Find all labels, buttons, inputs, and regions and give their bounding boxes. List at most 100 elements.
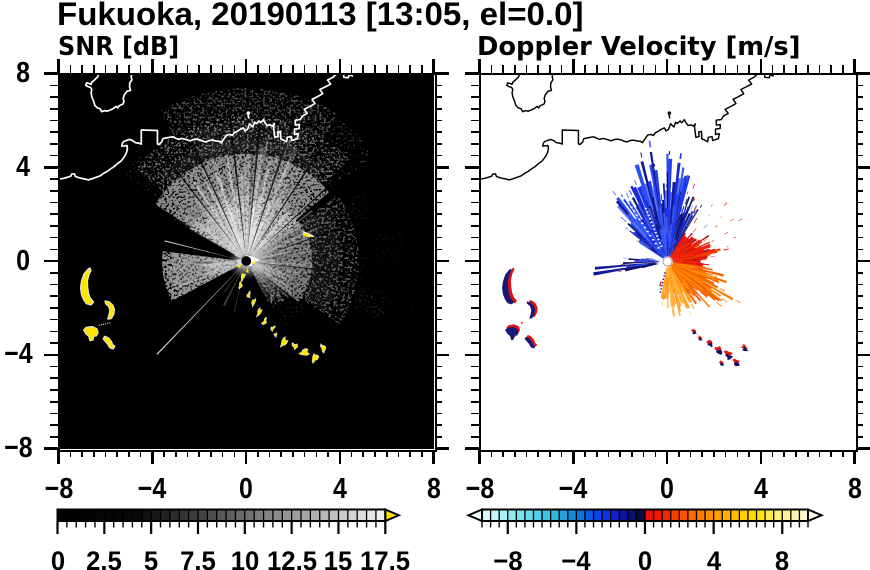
y-minor-tick <box>434 295 443 298</box>
y-minor-tick <box>471 131 479 133</box>
y-minor-tick <box>471 412 479 415</box>
y-minor-tick <box>855 342 864 344</box>
x-minor-tick <box>385 65 388 73</box>
x-minor-tick <box>748 65 750 73</box>
y-minor-tick <box>50 424 58 426</box>
x-minor-tick <box>654 65 657 73</box>
x-minor-tick <box>724 65 727 73</box>
x-minor-tick <box>595 65 598 73</box>
y-minor-tick <box>434 143 443 145</box>
x-major-tick <box>151 449 154 464</box>
x-minor-tick <box>502 449 504 458</box>
x-minor-tick <box>724 449 727 458</box>
x-minor-tick <box>513 65 516 73</box>
y-major-tick <box>43 166 58 169</box>
y-minor-tick <box>855 201 864 204</box>
x-major-tick <box>572 58 575 73</box>
y-minor-tick <box>855 330 864 333</box>
x-minor-tick <box>397 449 400 458</box>
y-minor-tick <box>434 178 443 180</box>
y-minor-tick <box>50 389 58 391</box>
y-minor-tick <box>471 424 479 426</box>
y-minor-tick <box>471 389 479 391</box>
y-major-tick <box>434 166 449 169</box>
y-minor-tick <box>471 213 479 216</box>
x-tick-label: 8 <box>847 473 862 505</box>
x-minor-tick <box>806 65 809 73</box>
y-minor-tick <box>50 365 58 368</box>
x-minor-tick <box>713 449 715 458</box>
x-minor-tick <box>280 65 283 73</box>
x-minor-tick <box>210 65 212 73</box>
colorbar-tick-label: −8 <box>493 545 523 570</box>
y-minor-tick <box>471 330 479 333</box>
x-major-tick <box>432 449 435 464</box>
y-minor-tick <box>434 307 443 309</box>
y-minor-tick <box>434 389 443 391</box>
y-minor-tick <box>50 96 58 98</box>
y-minor-tick <box>855 436 864 438</box>
y-minor-tick <box>50 330 58 333</box>
y-minor-tick <box>50 131 58 133</box>
y-minor-tick <box>471 189 479 192</box>
x-minor-tick <box>315 449 318 458</box>
x-minor-tick <box>619 449 622 458</box>
velocity-panel-title: Doppler Velocity [m/s] <box>477 31 801 62</box>
x-minor-tick <box>163 449 165 458</box>
x-minor-tick <box>421 65 423 73</box>
x-minor-tick <box>257 449 259 458</box>
y-minor-tick <box>855 272 864 274</box>
x-minor-tick <box>257 65 259 73</box>
x-minor-tick <box>292 65 294 73</box>
y-minor-tick <box>50 213 58 216</box>
colorbar-tick-label: 15 <box>324 545 353 570</box>
y-minor-tick <box>855 377 864 380</box>
x-minor-tick <box>513 449 516 458</box>
x-minor-tick <box>584 65 586 73</box>
x-minor-tick <box>116 65 118 73</box>
y-minor-tick <box>855 96 864 98</box>
y-minor-tick <box>50 412 58 415</box>
x-minor-tick <box>174 449 177 458</box>
y-minor-tick <box>855 400 864 403</box>
x-minor-tick <box>525 449 528 458</box>
y-minor-tick <box>855 236 864 239</box>
x-minor-tick <box>292 449 294 458</box>
y-minor-tick <box>434 119 443 122</box>
x-minor-tick <box>116 449 118 458</box>
x-minor-tick <box>783 65 786 73</box>
x-minor-tick <box>210 449 212 458</box>
y-minor-tick <box>434 107 443 110</box>
y-major-tick <box>464 166 479 169</box>
x-tick-label: 8 <box>426 473 441 505</box>
y-minor-tick <box>855 248 864 251</box>
y-minor-tick <box>434 96 443 98</box>
y-minor-tick <box>471 400 479 403</box>
x-minor-tick <box>771 449 774 458</box>
x-major-tick <box>478 58 481 73</box>
y-minor-tick <box>434 400 443 403</box>
colorbar-tick-label: 8 <box>775 545 790 570</box>
y-major-tick <box>434 353 449 357</box>
y-minor-tick <box>50 436 58 438</box>
y-minor-tick <box>434 342 443 344</box>
x-minor-tick <box>186 65 189 73</box>
x-tick-label: 0 <box>239 473 254 505</box>
x-minor-tick <box>502 65 504 73</box>
x-minor-tick <box>631 449 633 458</box>
x-minor-tick <box>842 449 844 458</box>
x-minor-tick <box>350 449 353 458</box>
y-major-tick <box>464 447 479 450</box>
y-minor-tick <box>855 119 864 122</box>
y-tick-label: 4 <box>16 150 30 183</box>
x-minor-tick <box>654 449 657 458</box>
y-minor-tick <box>471 143 479 145</box>
x-minor-tick <box>537 449 539 458</box>
x-minor-tick <box>128 65 130 73</box>
y-minor-tick <box>434 189 443 192</box>
x-minor-tick <box>642 449 645 458</box>
y-minor-tick <box>855 84 864 87</box>
x-tick-label: −4 <box>138 473 167 505</box>
x-minor-tick <box>642 65 645 73</box>
